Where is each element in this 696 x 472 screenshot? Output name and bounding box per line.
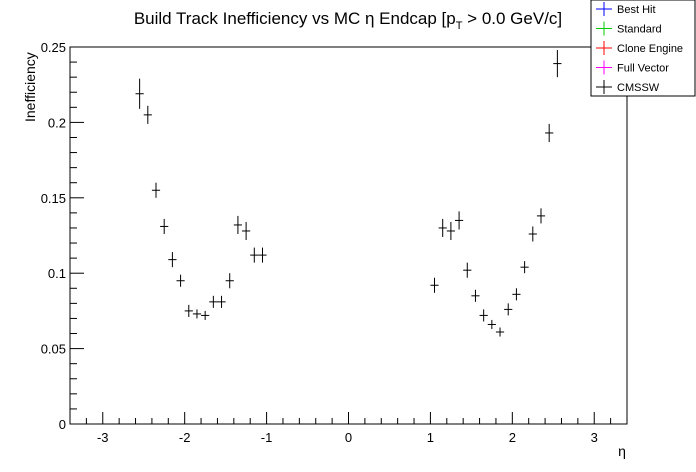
data-point — [438, 218, 447, 238]
data-point — [209, 295, 218, 308]
data-point — [242, 221, 251, 241]
x-tick-label: -2 — [179, 430, 191, 445]
data-point — [430, 277, 439, 293]
data-point — [143, 105, 152, 124]
legend-label: Best Hit — [617, 4, 656, 16]
y-axis-label: Inefficiency — [22, 52, 38, 122]
plot-frame — [69, 46, 628, 425]
data-point — [184, 304, 193, 317]
x-tick-label: -3 — [97, 430, 109, 445]
legend-entry: Standard — [596, 21, 662, 36]
y-tick-label: 0.15 — [41, 191, 66, 206]
x-tick-label: 3 — [591, 430, 598, 445]
data-point — [201, 310, 210, 320]
data-point — [176, 274, 185, 287]
x-axis-label: η — [618, 443, 626, 459]
data-point — [504, 303, 513, 316]
data-point — [536, 208, 546, 224]
data-point — [479, 309, 488, 322]
y-tick-label: 0.25 — [41, 40, 66, 55]
legend-label: CMSSW — [617, 82, 660, 94]
data-point — [553, 50, 562, 78]
chart-title-subscript: T — [456, 20, 463, 32]
data-point — [471, 289, 480, 302]
legend-entry: Full Vector — [596, 60, 669, 75]
legend-entry: Clone Engine — [596, 41, 683, 55]
data-point — [446, 221, 455, 241]
data-point — [225, 273, 234, 289]
chart-title: Build Track Inefficiency vs MC η Endcap … — [134, 9, 562, 32]
data-point — [463, 262, 472, 278]
x-tick-label: 0 — [345, 430, 352, 445]
y-axis-ticks: 0 0.05 0.1 0.15 0.2 0.25 — [41, 40, 84, 432]
data-point — [512, 288, 521, 301]
chart-title-main: Build Track Inefficiency vs MC η Endcap … — [134, 9, 456, 28]
data-point — [233, 215, 243, 234]
legend-label: Clone Engine — [617, 43, 683, 55]
data-points — [135, 50, 562, 337]
x-tick-label: -1 — [261, 430, 273, 445]
data-point — [487, 319, 496, 329]
legend-entry: CMSSW — [596, 80, 660, 94]
y-tick-label: 0 — [59, 417, 66, 432]
data-point — [528, 226, 537, 242]
data-point — [217, 295, 226, 308]
data-point — [160, 218, 169, 234]
legend: Best Hit Standard Clone Engine Full Vector C… — [590, 0, 696, 97]
data-point — [495, 327, 505, 337]
data-point — [250, 247, 259, 263]
x-tick-label: 2 — [509, 430, 516, 445]
data-point — [168, 252, 177, 268]
legend-label: Full Vector — [617, 63, 669, 75]
data-point — [520, 261, 529, 274]
data-point — [454, 211, 464, 230]
chart-title-tail: > 0.0 GeV/c] — [462, 9, 562, 28]
data-point — [545, 123, 554, 143]
data-point — [135, 78, 144, 109]
data-point — [192, 309, 202, 319]
x-tick-label: 1 — [427, 430, 434, 445]
data-point — [151, 182, 161, 198]
legend-label: Standard — [617, 24, 662, 36]
legend-entry: Best Hit — [596, 2, 656, 16]
y-tick-label: 0.2 — [48, 115, 66, 130]
data-point — [258, 247, 267, 263]
x-axis-ticks: -3 -2 -1 0 1 2 3 — [69, 412, 628, 445]
y-tick-label: 0.05 — [41, 342, 66, 357]
y-tick-label: 0.1 — [48, 266, 66, 281]
